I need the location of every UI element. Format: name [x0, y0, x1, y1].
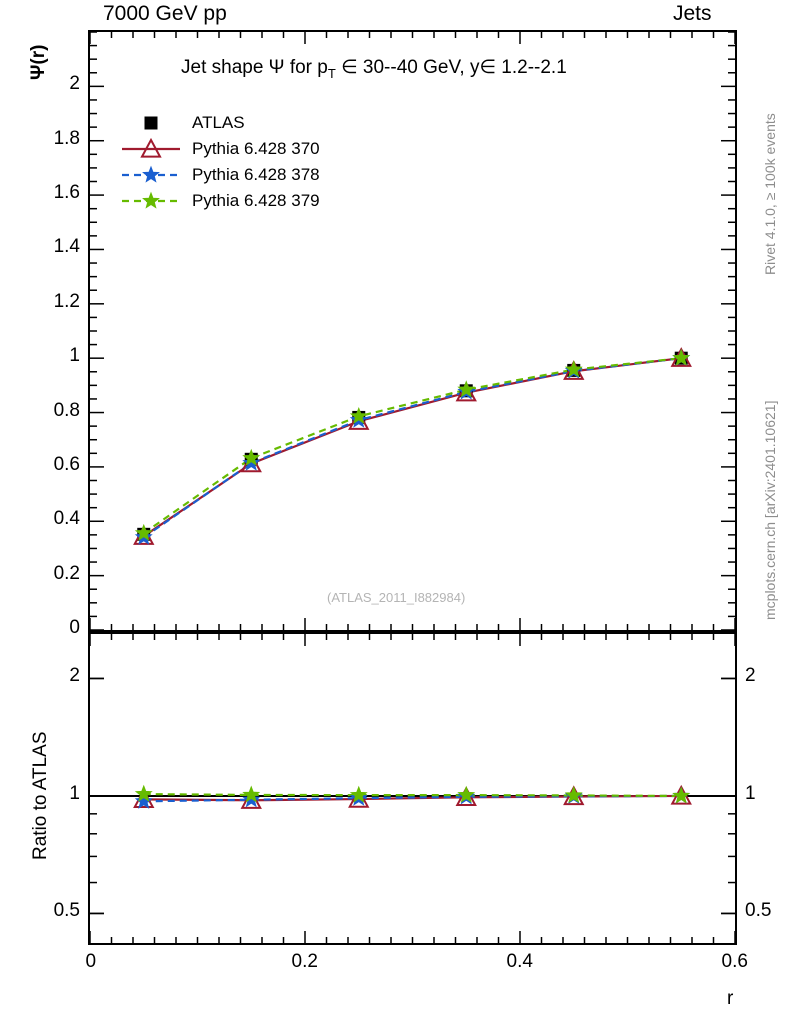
side-label-mcplots: mcplots.cern.ch [arXiv:2401.10621]	[762, 400, 778, 620]
legend-item-p379[interactable]: Pythia 6.428 379	[120, 188, 320, 214]
y-main-tick-label-4: 0.8	[53, 399, 80, 421]
data-point-3-1	[242, 448, 261, 466]
x-tick-label-1: 0.2	[291, 951, 318, 972]
ratio-point-2-0	[134, 784, 153, 802]
ratio-point-1-1	[242, 790, 261, 808]
series-line-3	[143, 357, 682, 535]
legend-key-svg-atlas	[144, 116, 158, 130]
ratio-series-line-2	[143, 793, 682, 798]
ratio-point-2-1	[242, 785, 261, 803]
title-prefix: Jet shape	[181, 57, 269, 78]
side-label-rivet: Rivet 4.1.0, ≥ 100k events	[762, 113, 778, 275]
data-point-3-0	[134, 523, 153, 541]
header-right: Jets	[673, 2, 712, 25]
ratio-plot-svg	[90, 634, 735, 943]
legend-label-p378: Pythia 6.428 378	[192, 165, 320, 184]
ratio-point-2-3	[457, 785, 476, 803]
legend-marker-p370	[140, 137, 162, 158]
legend-item-p378[interactable]: Pythia 6.428 378	[120, 162, 320, 188]
y-main-tick-label-3: 0.6	[53, 453, 80, 475]
title-tail: ∈ 30--40 GeV, y∈ 1.2--2.1	[335, 57, 567, 78]
header-left: 7000 GeV pp	[103, 2, 227, 25]
y-ratio-tick-label-left-1: 1	[69, 782, 80, 804]
title-psi: Ψ	[268, 57, 285, 78]
ratio-point-1-0	[134, 791, 153, 809]
y-ratio-tick-label-left-2: 2	[69, 665, 80, 687]
data-point-3-5	[672, 348, 691, 366]
data-point-3-2	[349, 406, 368, 424]
main-plot-panel	[88, 30, 737, 632]
legend: ATLAS Pythia 6.428 370 Pythia 6.428 378 Pyt…	[120, 110, 320, 214]
y-main-tick-label-2: 0.4	[53, 508, 80, 530]
legend-label-p370: Pythia 6.428 370	[192, 139, 320, 158]
x-tick-label-0: 0	[85, 951, 97, 972]
legend-marker-atlas	[144, 116, 158, 130]
dataset-watermark: (ATLAS_2011_I882984)	[327, 590, 466, 605]
y-main-tick-label-1: 0.2	[53, 562, 80, 584]
legend-key-p379	[120, 188, 182, 214]
ratio-plot-panel	[88, 632, 737, 945]
x-tick-label-2: 0.4	[506, 951, 533, 972]
legend-marker-p378	[142, 165, 160, 183]
title-sub: T	[327, 65, 336, 81]
legend-key-svg-p379	[122, 191, 180, 209]
title-mid: for p	[284, 57, 328, 78]
y-main-tick-label-7: 1.4	[53, 236, 80, 258]
y-main-tick-label-0: 0	[69, 617, 80, 638]
x-tick-label-3: 0.6	[721, 951, 748, 972]
y-ratio-tick-label-left-0: 0.5	[53, 900, 80, 922]
series-line-2	[143, 357, 682, 539]
y-main-tick-label-6: 1.2	[53, 290, 80, 312]
legend-label-atlas: ATLAS	[192, 113, 245, 132]
data-point-3-3	[457, 380, 476, 398]
legend-item-atlas[interactable]: ATLAS	[120, 110, 320, 136]
legend-key-svg-p370	[122, 137, 180, 158]
y-ratio-tick-label-right-0: 0.5	[745, 900, 772, 922]
legend-marker-p379	[142, 191, 160, 209]
legend-key-p370	[120, 136, 182, 162]
ratio-point-2-2	[349, 785, 368, 803]
y-main-tick-label-5: 1	[69, 345, 80, 367]
ratio-point-2-5	[672, 786, 691, 804]
y-main-tick-label-8: 1.6	[53, 182, 80, 204]
y-ratio-tick-label-right-2: 2	[745, 665, 756, 687]
legend-label-p379: Pythia 6.428 379	[192, 191, 320, 210]
legend-key-svg-p378	[122, 165, 180, 183]
plot-title: Jet shape Ψ for pT ∈ 30--40 GeV, y∈ 1.2-…	[181, 56, 567, 81]
legend-key-atlas	[120, 110, 182, 136]
y-main-tick-label-10: 2	[69, 73, 80, 95]
legend-item-p370[interactable]: Pythia 6.428 370	[120, 136, 320, 162]
ratio-point-2-4	[564, 786, 583, 804]
data-point-2-1	[242, 453, 261, 471]
series-line-1	[143, 357, 682, 538]
y-main-tick-label-9: 1.8	[53, 127, 80, 149]
data-point-3-4	[564, 360, 583, 378]
legend-key-p378	[120, 162, 182, 188]
x-axis-label: r	[727, 988, 734, 1009]
y-ratio-tick-label-right-1: 1	[745, 782, 756, 804]
main-plot-svg	[90, 32, 735, 630]
